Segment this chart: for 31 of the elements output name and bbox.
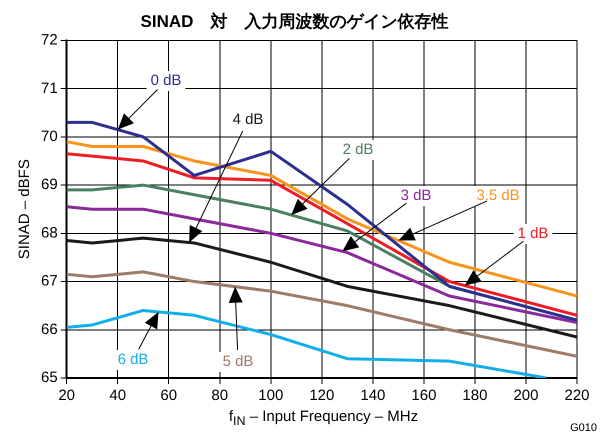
y-tick-label: 67 xyxy=(40,272,58,290)
x-tick-label: 220 xyxy=(564,387,590,404)
x-tick-label: 180 xyxy=(462,387,488,404)
chart-title: SINAD 対 入力周波数のゲイン依存性 xyxy=(140,12,448,31)
x-tick-label: 40 xyxy=(109,387,126,404)
x-tick-label: 200 xyxy=(513,387,538,404)
x-tick-label: 160 xyxy=(411,387,436,404)
text: 6 dB xyxy=(118,351,148,368)
text: 5 dB xyxy=(222,353,254,370)
x-tick-label: 20 xyxy=(58,387,76,404)
text: 0 dB xyxy=(150,72,182,90)
y-tick-label: 65 xyxy=(40,369,58,386)
text: G010 xyxy=(570,422,597,434)
x-tick-label: 140 xyxy=(360,387,386,404)
y-tick-label: 66 xyxy=(40,320,58,338)
text: 3 dB xyxy=(400,187,432,204)
x-tick-label: 80 xyxy=(211,387,228,404)
text: 4 dB xyxy=(232,111,264,128)
y-tick-label: 71 xyxy=(40,80,58,97)
y-tick-label: 72 xyxy=(40,32,58,49)
x-tick-label: 100 xyxy=(258,387,284,404)
text: 3.5 dB xyxy=(476,187,520,204)
text: 2 dB xyxy=(342,141,374,158)
y-tick-label: 68 xyxy=(40,224,58,242)
y-axis-title: SINAD – dBFS xyxy=(16,159,34,260)
x-tick-label: 120 xyxy=(309,387,334,404)
x-tick-label: 60 xyxy=(160,387,178,404)
x-axis-title: f$_{IN}$ – Input Frequency – MHz xyxy=(228,408,418,428)
y-tick-label: 69 xyxy=(40,176,58,194)
text: 1 dB xyxy=(518,225,548,242)
y-tick-label: 70 xyxy=(40,128,58,145)
